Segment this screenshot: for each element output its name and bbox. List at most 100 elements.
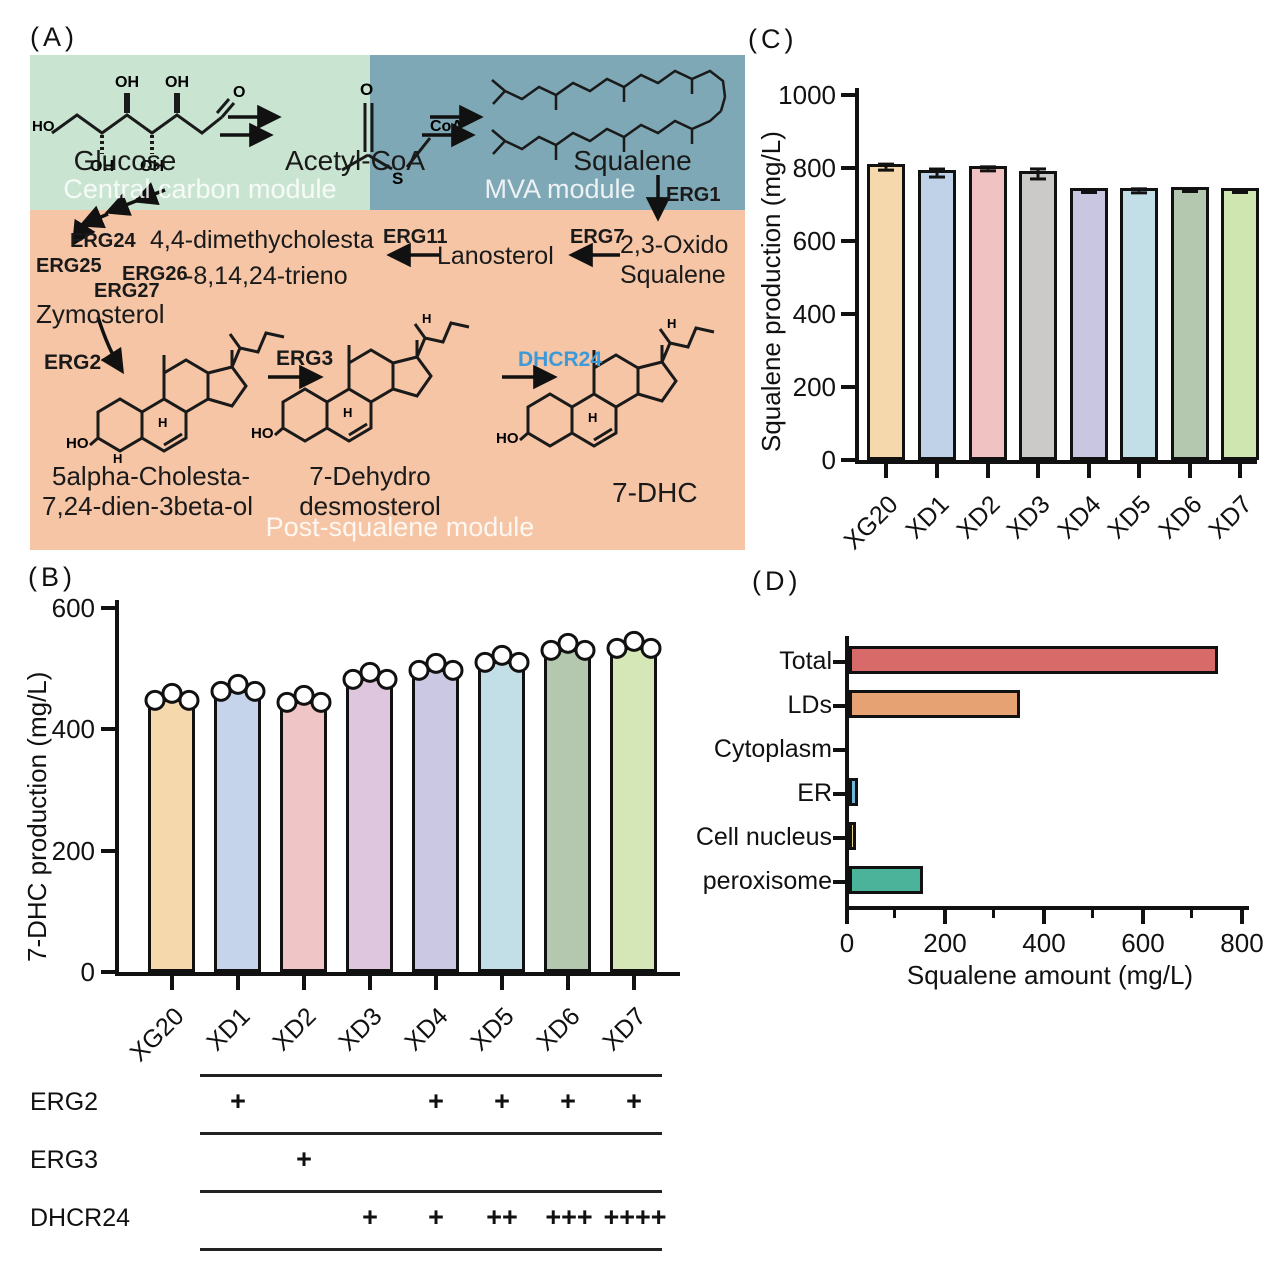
c-x-axis bbox=[855, 460, 1257, 464]
b-data-points bbox=[408, 652, 463, 681]
atom-label: H bbox=[667, 316, 676, 331]
c-ytick bbox=[841, 166, 855, 170]
arrow-glucose-to-acetyl bbox=[220, 104, 282, 148]
c-ytick bbox=[841, 458, 855, 462]
c-xtick bbox=[935, 464, 939, 478]
c-bar-xd3 bbox=[1019, 167, 1057, 460]
b-bar-xg20 bbox=[144, 682, 199, 972]
panel-c-label: (C) bbox=[748, 24, 798, 54]
genotype-table-rule bbox=[200, 1074, 662, 1077]
compound-dehydrodesmosterol-line2: desmosterol bbox=[299, 491, 441, 521]
genotype-cell: + bbox=[428, 1086, 444, 1116]
atom-label: O bbox=[360, 80, 373, 99]
error-bar bbox=[1131, 187, 1147, 195]
error-bar bbox=[980, 165, 996, 173]
c-ytick-label: 0 bbox=[821, 445, 836, 475]
d-xtick-label: 200 bbox=[923, 928, 967, 958]
genotype-cell: + bbox=[626, 1086, 642, 1116]
d-cat-label-lds: LDs bbox=[787, 691, 832, 719]
d-xtick-major bbox=[845, 910, 849, 924]
d-cat-label-cell-nucleus: Cell nucleus bbox=[695, 823, 832, 851]
c-ytick bbox=[841, 312, 855, 316]
compound-dimethycholesta-line1: 4,4-dimethycholesta bbox=[150, 226, 374, 254]
d-bar-total bbox=[849, 646, 1218, 674]
genotype-row-label-dhcr24: DHCR24 bbox=[30, 1204, 131, 1232]
c-ytick-label: 600 bbox=[792, 226, 836, 256]
atom-label: HO bbox=[251, 425, 274, 442]
b-xtick bbox=[500, 976, 504, 990]
d-xtick-minor bbox=[1091, 910, 1094, 918]
b-data-points bbox=[276, 684, 331, 713]
d-cat-tick bbox=[833, 660, 845, 664]
mva-module-box bbox=[370, 55, 745, 210]
atom-label: OH bbox=[165, 74, 189, 91]
pathway-structures-svg: HO OH OH OH OH O O S CoA bbox=[32, 69, 727, 466]
c-ytick bbox=[841, 93, 855, 97]
b-xtick bbox=[632, 976, 636, 990]
atom-label: S bbox=[392, 169, 403, 188]
c-xtick bbox=[1238, 464, 1242, 478]
error-bar bbox=[1030, 167, 1046, 181]
atom-label: H bbox=[113, 451, 122, 466]
b-xtick bbox=[566, 976, 570, 990]
arrow-acetyl-to-squalene bbox=[422, 104, 484, 148]
d-xtick-major bbox=[1141, 910, 1145, 924]
d-cat-tick bbox=[833, 748, 845, 752]
enzyme-erg11: ERG11 bbox=[383, 226, 448, 248]
erg2-arrow bbox=[96, 316, 124, 375]
atom-label: H bbox=[588, 410, 597, 425]
d-cat-tick bbox=[833, 836, 845, 840]
error-bar bbox=[1232, 187, 1248, 194]
b-data-points bbox=[342, 661, 397, 690]
enzyme-erg7: ERG7 bbox=[570, 226, 625, 248]
genotype-table-rule bbox=[200, 1132, 662, 1135]
d-bar-peroxisome bbox=[849, 866, 924, 894]
genotype-cell: + bbox=[494, 1086, 510, 1116]
squalene-structure bbox=[491, 69, 727, 160]
erg24-27-cascade-arrows bbox=[72, 182, 166, 247]
panel-d-label: (D) bbox=[752, 566, 802, 596]
d-x-axis-title: Squalene amount (mg/L) bbox=[906, 960, 1194, 990]
error-bar bbox=[878, 162, 894, 172]
enzyme-erg26: ERG26 bbox=[122, 263, 188, 285]
genotype-cell: + bbox=[296, 1144, 312, 1174]
c-xtick bbox=[884, 464, 888, 478]
c-ytick-label: 400 bbox=[792, 299, 836, 329]
atom-label: O bbox=[233, 84, 245, 101]
d-xtick-major bbox=[1240, 910, 1244, 924]
atom-label: CoA bbox=[430, 118, 463, 135]
atom-label: HO bbox=[496, 430, 519, 447]
c-ytick bbox=[841, 239, 855, 243]
b-ytick-label: 0 bbox=[80, 957, 95, 987]
compound-glucose: Glucose bbox=[73, 145, 177, 176]
d-xtick-label: 0 bbox=[839, 928, 855, 958]
error-bar bbox=[1182, 187, 1198, 194]
atom-label: OH bbox=[115, 74, 139, 91]
c-plot-area bbox=[855, 95, 1259, 460]
genotype-cell: + bbox=[560, 1086, 576, 1116]
compound-oxidosqualene-line2: Squalene bbox=[620, 261, 726, 289]
d-cat-tick bbox=[833, 704, 845, 708]
d-xtick-label: 600 bbox=[1121, 928, 1165, 958]
b-ytick-label: 200 bbox=[51, 836, 95, 866]
genotype-cell: + bbox=[362, 1202, 378, 1232]
sterol-structure-2: HO H H bbox=[251, 311, 471, 443]
d-xtick-major bbox=[943, 910, 947, 924]
compound-lanosterol: Lanosterol bbox=[437, 242, 554, 270]
c-bar-xd7 bbox=[1221, 187, 1259, 460]
compound-dehydrodesmosterol-line1: 7-Dehydro bbox=[309, 461, 431, 491]
b-x-axis bbox=[115, 972, 680, 976]
genotype-row-label-erg2: ERG2 bbox=[30, 1088, 99, 1116]
d-bar-er bbox=[849, 778, 858, 806]
compound-dimethycholesta-line2: -8,14,24-trieno bbox=[185, 262, 348, 290]
glucose-structure: HO OH OH OH OH O bbox=[32, 74, 245, 175]
b-data-points bbox=[606, 631, 661, 660]
compound-oxidosqualene-line1: 2,3-Oxido bbox=[620, 231, 729, 259]
b-ytick bbox=[101, 970, 115, 974]
genotype-cell: + bbox=[428, 1202, 444, 1232]
panel-b-label: (B) bbox=[28, 562, 76, 592]
b-ytick-label: 600 bbox=[51, 593, 95, 623]
d-plot-area bbox=[849, 636, 1245, 906]
central-carbon-module-label: Central carbon module bbox=[63, 174, 337, 204]
c-y-axis bbox=[855, 88, 859, 464]
